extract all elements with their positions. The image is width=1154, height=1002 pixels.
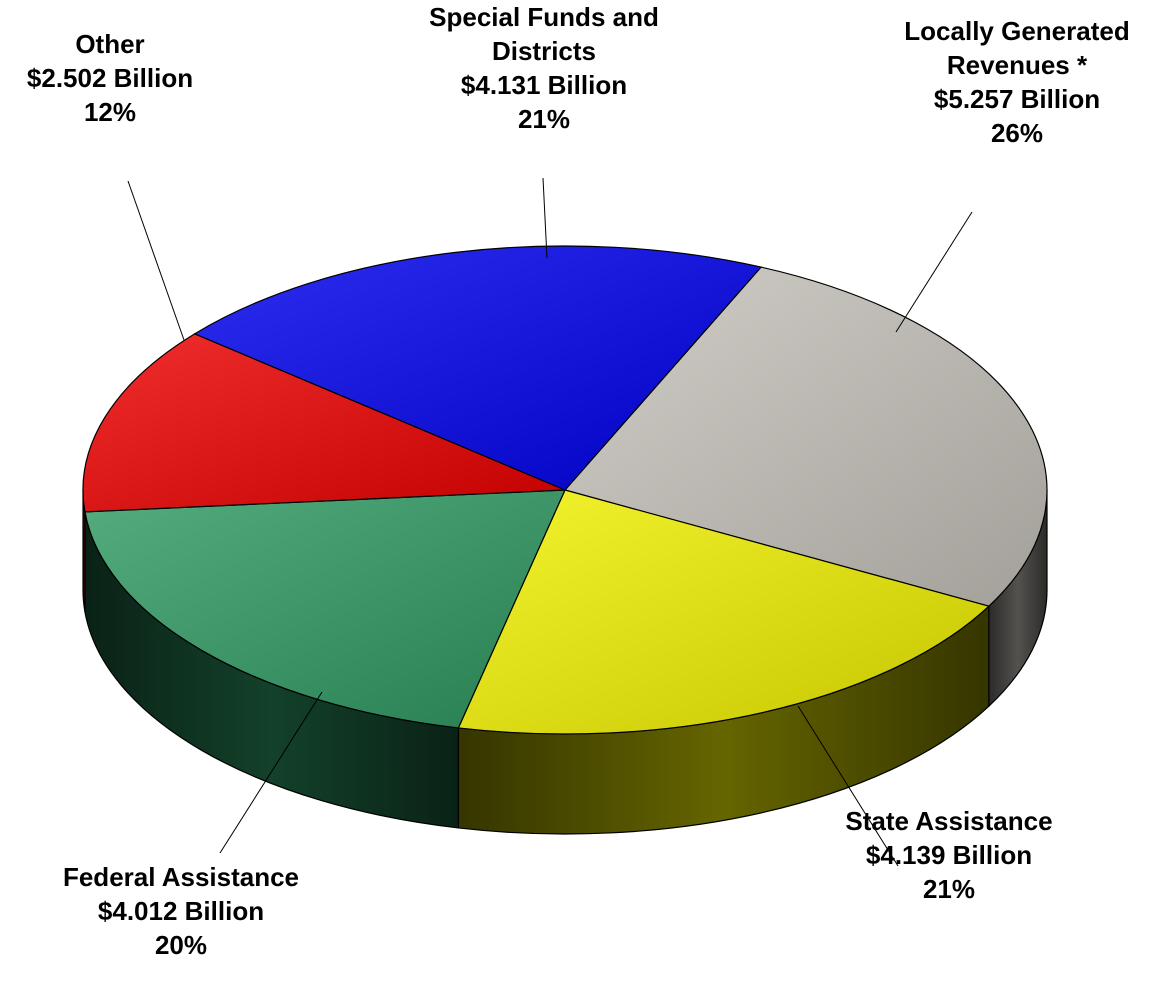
slice-value: $4.139 Billion [866,840,1032,870]
pie-slices [82,245,1048,735]
slice-name-line: Districts [492,36,596,66]
slice-percent: 26% [991,118,1043,148]
leader-line-2 [219,691,323,854]
leader-line-4 [542,177,548,259]
slice-3 [82,333,566,513]
slice-label-1: State Assistance $4.139 Billion 21% [845,806,1052,904]
slice-value: $4.012 Billion [98,896,264,926]
slice-1 [457,489,991,735]
slice-label-2: Federal Assistance $4.012 Billion 20% [63,862,299,960]
slice-name-line: Federal Assistance [63,862,299,892]
slice-name-line: Special Funds and [429,2,659,32]
leader-line-3 [127,180,185,341]
slice-4 [193,245,763,491]
slice-percent: 12% [84,97,136,127]
slice-name-line: Revenues * [947,50,1088,80]
slice-name-line: Locally Generated [904,16,1129,46]
leader-lines [127,177,973,867]
slice-name-line: Other [75,29,144,59]
slice-value: $4.131 Billion [461,70,627,100]
leader-line-1 [797,705,899,867]
slice-label-0: Locally Generated Revenues * $5.257 Billio… [904,16,1129,148]
slice-2 [84,489,566,729]
slice-name-line: State Assistance [845,806,1052,836]
slice-percent: 20% [155,930,207,960]
slice-value: $2.502 Billion [27,63,193,93]
slice-0 [563,266,1048,607]
slice-label-4: Special Funds and Districts $4.131 Billion… [429,2,659,134]
slice-percent: 21% [518,104,570,134]
slice-percent: 21% [923,874,975,904]
slice-value: $5.257 Billion [934,84,1100,114]
pie-sides [82,489,1048,835]
slice-labels: Locally Generated Revenues * $5.257 Billio… [27,2,1130,960]
slice-label-3: Other $2.502 Billion 12% [27,29,193,127]
leader-line-0 [895,211,973,333]
